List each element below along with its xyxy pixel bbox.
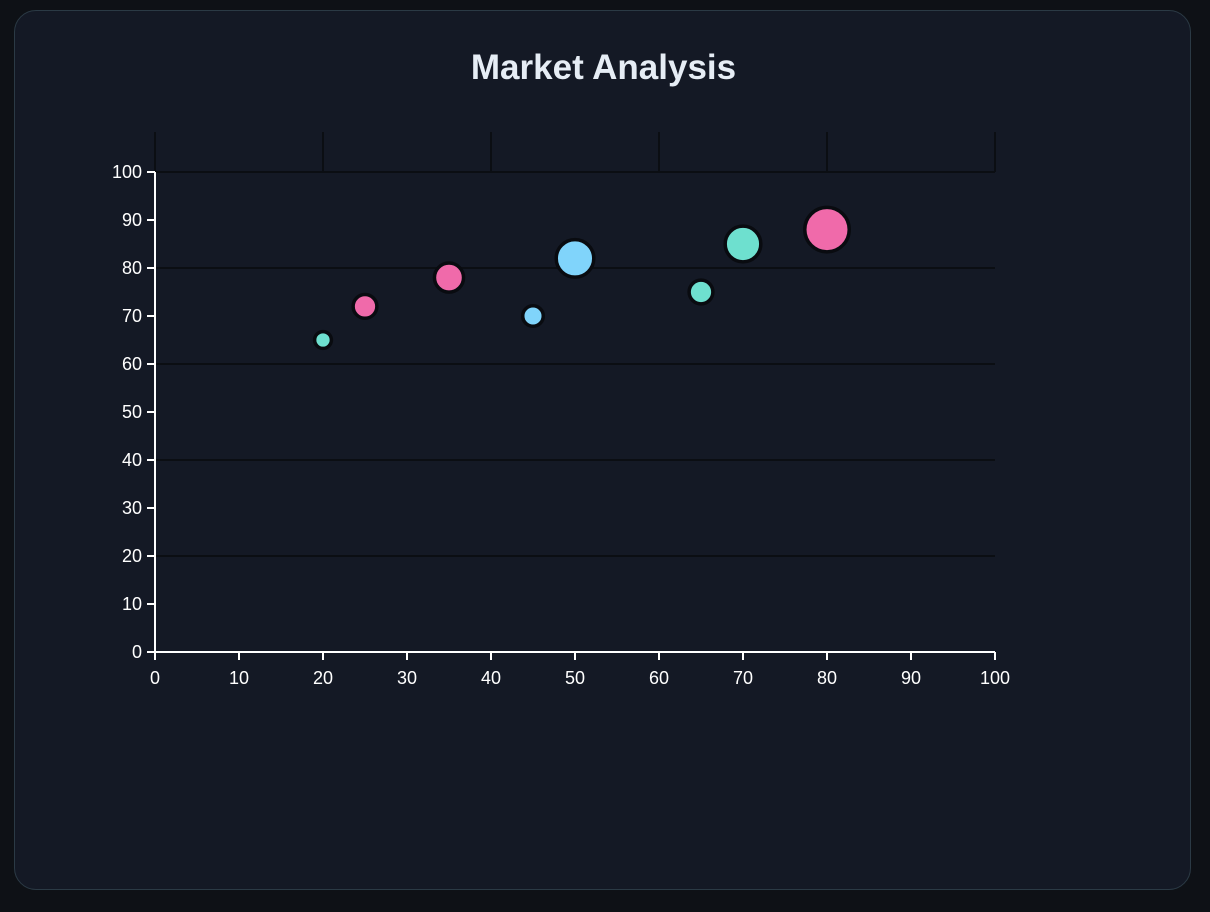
axes: 0 10 20 30 40 50 60 70 80 90 100 0 10 20 30 40 50 60 70 80 9… bbox=[112, 162, 1010, 688]
y-tick-label: 0 bbox=[132, 642, 142, 662]
y-tick-label: 100 bbox=[112, 162, 142, 182]
x-tick-label: 50 bbox=[565, 668, 585, 688]
data-points bbox=[312, 205, 851, 351]
x-tick-label: 0 bbox=[150, 668, 160, 688]
y-tick-label: 40 bbox=[122, 450, 142, 470]
y-tick-label: 10 bbox=[122, 594, 142, 614]
data-point bbox=[803, 205, 851, 254]
y-tick-label: 90 bbox=[122, 210, 142, 230]
y-tick-label: 20 bbox=[122, 546, 142, 566]
y-tick-label: 30 bbox=[122, 498, 142, 518]
y-tick-label: 50 bbox=[122, 402, 142, 422]
y-tick-label: 60 bbox=[122, 354, 142, 374]
y-tick-label: 70 bbox=[122, 306, 142, 326]
data-point bbox=[312, 329, 334, 351]
x-tick-label: 40 bbox=[481, 668, 501, 688]
data-point bbox=[432, 261, 466, 294]
data-point bbox=[351, 292, 379, 321]
data-point bbox=[520, 303, 546, 329]
x-tick-label: 70 bbox=[733, 668, 753, 688]
data-point bbox=[554, 237, 596, 279]
x-tick-label: 100 bbox=[980, 668, 1010, 688]
x-tick-label: 90 bbox=[901, 668, 921, 688]
x-tick-label: 30 bbox=[397, 668, 417, 688]
x-tick-label: 60 bbox=[649, 668, 669, 688]
x-tick-label: 80 bbox=[817, 668, 837, 688]
grid-lines bbox=[154, 132, 996, 557]
data-point bbox=[723, 224, 763, 264]
x-tick-label: 10 bbox=[229, 668, 249, 688]
x-tick-label: 20 bbox=[313, 668, 333, 688]
data-point bbox=[687, 278, 715, 306]
y-tick-label: 80 bbox=[122, 258, 142, 278]
chart-title: Market Analysis bbox=[470, 48, 737, 87]
